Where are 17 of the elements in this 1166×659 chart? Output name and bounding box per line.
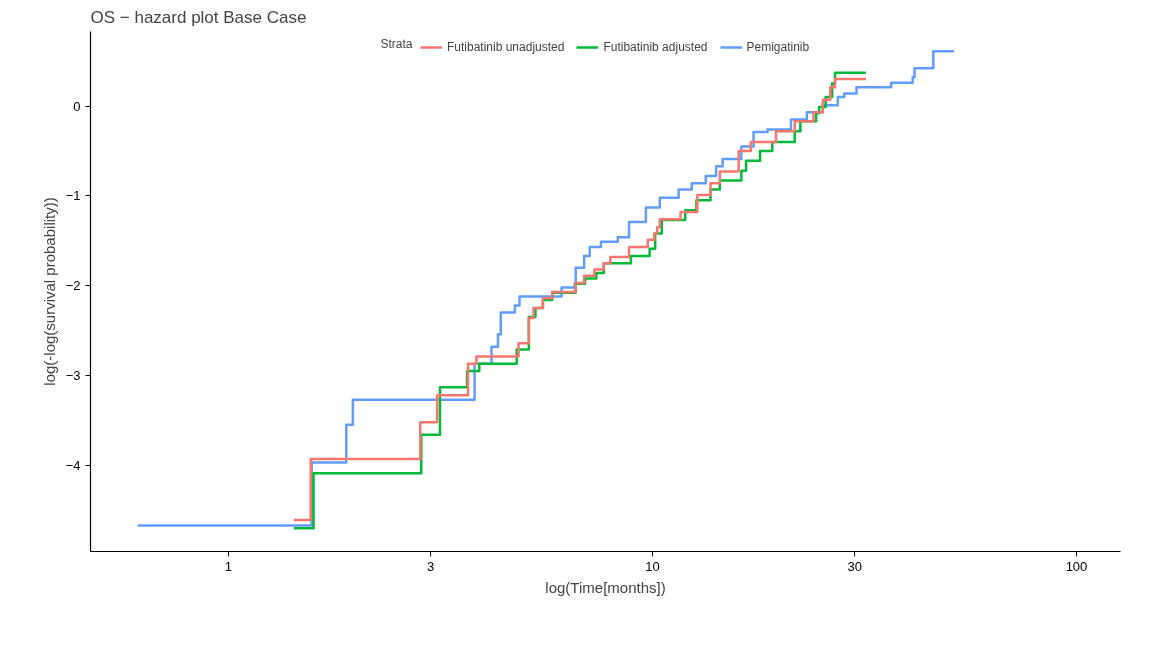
x-axis-title: log(Time[months])	[545, 578, 666, 596]
y-axis-title: log(-log(survival probability))	[40, 197, 58, 386]
legend-label: Futibatinib unadjusted	[447, 40, 565, 54]
y-tick-label: −3	[65, 367, 81, 383]
x-tick-label: 30	[847, 558, 862, 574]
x-tick-label: 1	[224, 558, 232, 574]
legend-label: Pemigatinib	[746, 40, 810, 54]
y-tick-label: −1	[65, 188, 81, 204]
x-tick-label: 100	[1065, 558, 1088, 574]
y-tick-label: 0	[73, 98, 81, 114]
x-tick-label: 3	[427, 558, 435, 574]
y-tick-label: −2	[65, 278, 81, 294]
x-tick-label: 10	[645, 558, 660, 574]
chart-title: OS − hazard plot Base Case	[90, 7, 307, 27]
y-tick-label: −4	[65, 457, 81, 473]
legend-label: Futibatinib adjusted	[603, 40, 708, 54]
legend-title: Strata	[380, 36, 413, 51]
